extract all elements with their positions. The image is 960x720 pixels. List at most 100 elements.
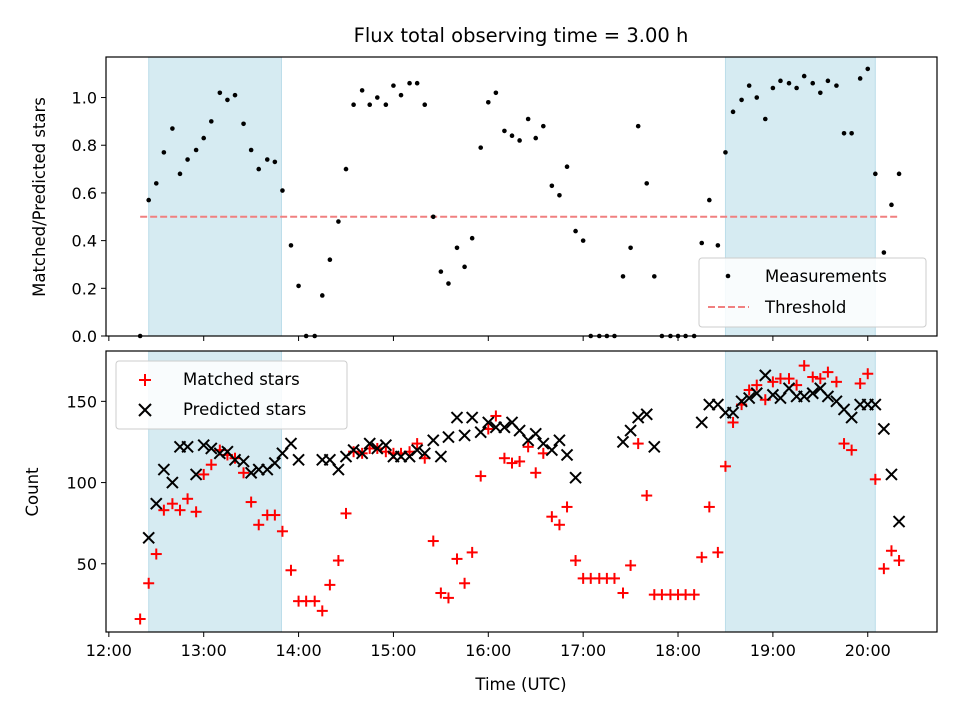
measurement-point — [533, 135, 539, 141]
predicted-star-point — [465, 411, 479, 424]
matched-star-point — [862, 368, 874, 380]
x-tick-label: 17:00 — [560, 641, 606, 660]
measurement-point — [786, 80, 792, 86]
matched-star-point — [570, 555, 582, 567]
predicted-star-point — [560, 448, 574, 462]
x-tick-label: 14:00 — [276, 641, 322, 660]
measurement-point — [383, 102, 389, 107]
measurement-point — [707, 197, 712, 203]
predicted-star-point — [759, 369, 772, 382]
measurement-point — [485, 100, 491, 105]
top-y-axis-label: Matched/Predicted stars — [30, 97, 49, 297]
legend-measurements-label: Measurements — [765, 267, 887, 286]
predicted-star-point — [363, 437, 376, 450]
matched-star-point — [727, 416, 739, 428]
matched-star-point — [506, 457, 518, 469]
matched-star-point — [514, 455, 526, 467]
legend-matched-label: Matched stars — [183, 370, 300, 389]
measurement-point — [723, 150, 728, 155]
matched-star-point — [174, 504, 186, 516]
predicted-star-point — [205, 442, 218, 455]
measurement-point — [343, 166, 349, 172]
predicted-star-point — [877, 422, 891, 436]
predicted-star-point — [869, 398, 882, 411]
predicted-star-point — [735, 395, 748, 408]
top-y-tick-label: 0.8 — [72, 136, 97, 155]
predicted-star-point — [631, 411, 645, 424]
measurement-point — [865, 66, 871, 72]
matched-star-point — [143, 577, 155, 589]
predicted-star-point — [442, 430, 455, 444]
matched-star-point — [530, 467, 542, 479]
predicted-star-point — [181, 440, 194, 454]
top-y-tick-label: 0.2 — [72, 279, 97, 298]
measurement-point — [818, 90, 823, 96]
measurement-point — [288, 243, 294, 248]
measurement-point — [185, 157, 190, 162]
x-tick-label: 18:00 — [655, 641, 701, 660]
predicted-star-point — [355, 447, 369, 460]
predicted-star-point — [434, 450, 448, 463]
predicted-star-point — [624, 424, 637, 437]
matched-star-point — [411, 438, 423, 450]
legend-predicted-label: Predicted stars — [183, 400, 306, 419]
measurement-point — [635, 123, 641, 129]
predicted-star-point — [292, 453, 305, 467]
predicted-star-point — [821, 390, 835, 403]
predicted-star-point — [726, 406, 740, 419]
predicted-star-point — [371, 442, 384, 455]
measurement-point — [841, 131, 847, 136]
measurement-point — [232, 92, 238, 98]
measurement-point — [367, 102, 373, 107]
matched-star-point — [767, 376, 779, 388]
measurement-point — [770, 85, 776, 91]
legend-matched-marker — [139, 374, 151, 386]
matched-star-point — [854, 377, 866, 389]
measurement-point — [391, 83, 396, 88]
measurement-point — [161, 150, 167, 155]
matched-star-point — [814, 373, 826, 385]
measurement-point — [778, 78, 783, 84]
bottom-axes: 50 100 150 12:00 13:00 14:00 15:00 16:00 17:00 18… — [66, 350, 938, 660]
measurement-point — [478, 145, 484, 150]
predicted-star-point — [569, 471, 582, 484]
measurement-point — [509, 133, 515, 138]
matched-star-point — [869, 473, 881, 485]
matched-star-point — [134, 613, 146, 625]
top-plot-frame — [105, 56, 938, 337]
measurement-point — [541, 123, 546, 129]
top-y-tick-label: 0.6 — [72, 184, 97, 203]
bottom-legend-box — [115, 360, 348, 430]
x-tick-label: 13:00 — [181, 641, 227, 660]
measurement-point — [170, 126, 175, 131]
matched-star-point — [846, 444, 858, 456]
x-tick-label: 20:00 — [845, 641, 891, 660]
matched-star-point — [269, 509, 281, 521]
predicted-star-point — [379, 439, 393, 452]
x-axis-label: Time (UTC) — [474, 675, 566, 694]
top-y-tick-label: 0.0 — [72, 327, 97, 346]
measurement-point — [446, 281, 451, 286]
bottom-plot-frame — [105, 350, 938, 633]
bottom-legend: Matched stars Predicted stars — [115, 360, 348, 430]
measurement-point — [217, 90, 223, 96]
matched-star-point — [276, 525, 288, 537]
matched-star-point — [442, 592, 454, 604]
predicted-star-point — [545, 443, 559, 457]
matched-star-point — [466, 546, 478, 558]
matched-star-point — [427, 535, 439, 547]
top-axes: 0.0 0.2 0.4 0.6 0.8 1.0 — [72, 56, 938, 346]
chart-title: Flux total observing time = 3.00 h — [354, 24, 689, 47]
predicted-star-point — [529, 427, 542, 441]
matched-star-point — [830, 376, 842, 388]
measurement-point — [193, 147, 199, 153]
matched-star-point — [490, 410, 502, 422]
matched-star-point — [451, 553, 463, 565]
measurement-point — [810, 80, 816, 86]
measurement-point — [430, 214, 436, 220]
measurement-point — [422, 102, 428, 107]
measurement-point — [319, 293, 325, 298]
measurement-point — [517, 138, 522, 143]
predicted-star-point — [766, 388, 780, 402]
predicted-star-point — [347, 443, 360, 457]
